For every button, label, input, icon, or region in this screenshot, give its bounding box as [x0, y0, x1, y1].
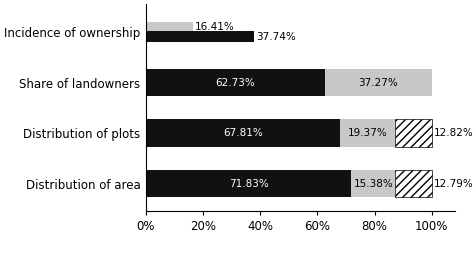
Bar [146, 119, 340, 147]
Text: 19.37%: 19.37% [347, 128, 387, 138]
Text: 37.74%: 37.74% [256, 31, 296, 41]
Text: 16.41%: 16.41% [195, 22, 235, 33]
Text: 12.79%: 12.79% [434, 179, 474, 189]
Bar [395, 119, 432, 147]
Text: 12.82%: 12.82% [434, 128, 474, 138]
Text: 37.27%: 37.27% [359, 78, 398, 88]
Text: 71.83%: 71.83% [229, 179, 268, 189]
Bar [146, 170, 351, 198]
Text: 62.73%: 62.73% [216, 78, 255, 88]
Bar [146, 69, 325, 96]
Legend: Men, Women, Joint: Men, Women, Joint [210, 270, 391, 271]
Bar [395, 170, 432, 198]
Bar [325, 69, 432, 96]
Text: 67.81%: 67.81% [223, 128, 263, 138]
Text: 15.38%: 15.38% [353, 179, 393, 189]
Bar [146, 22, 193, 33]
Bar [340, 119, 395, 147]
Bar [351, 170, 395, 198]
Bar [146, 31, 254, 42]
